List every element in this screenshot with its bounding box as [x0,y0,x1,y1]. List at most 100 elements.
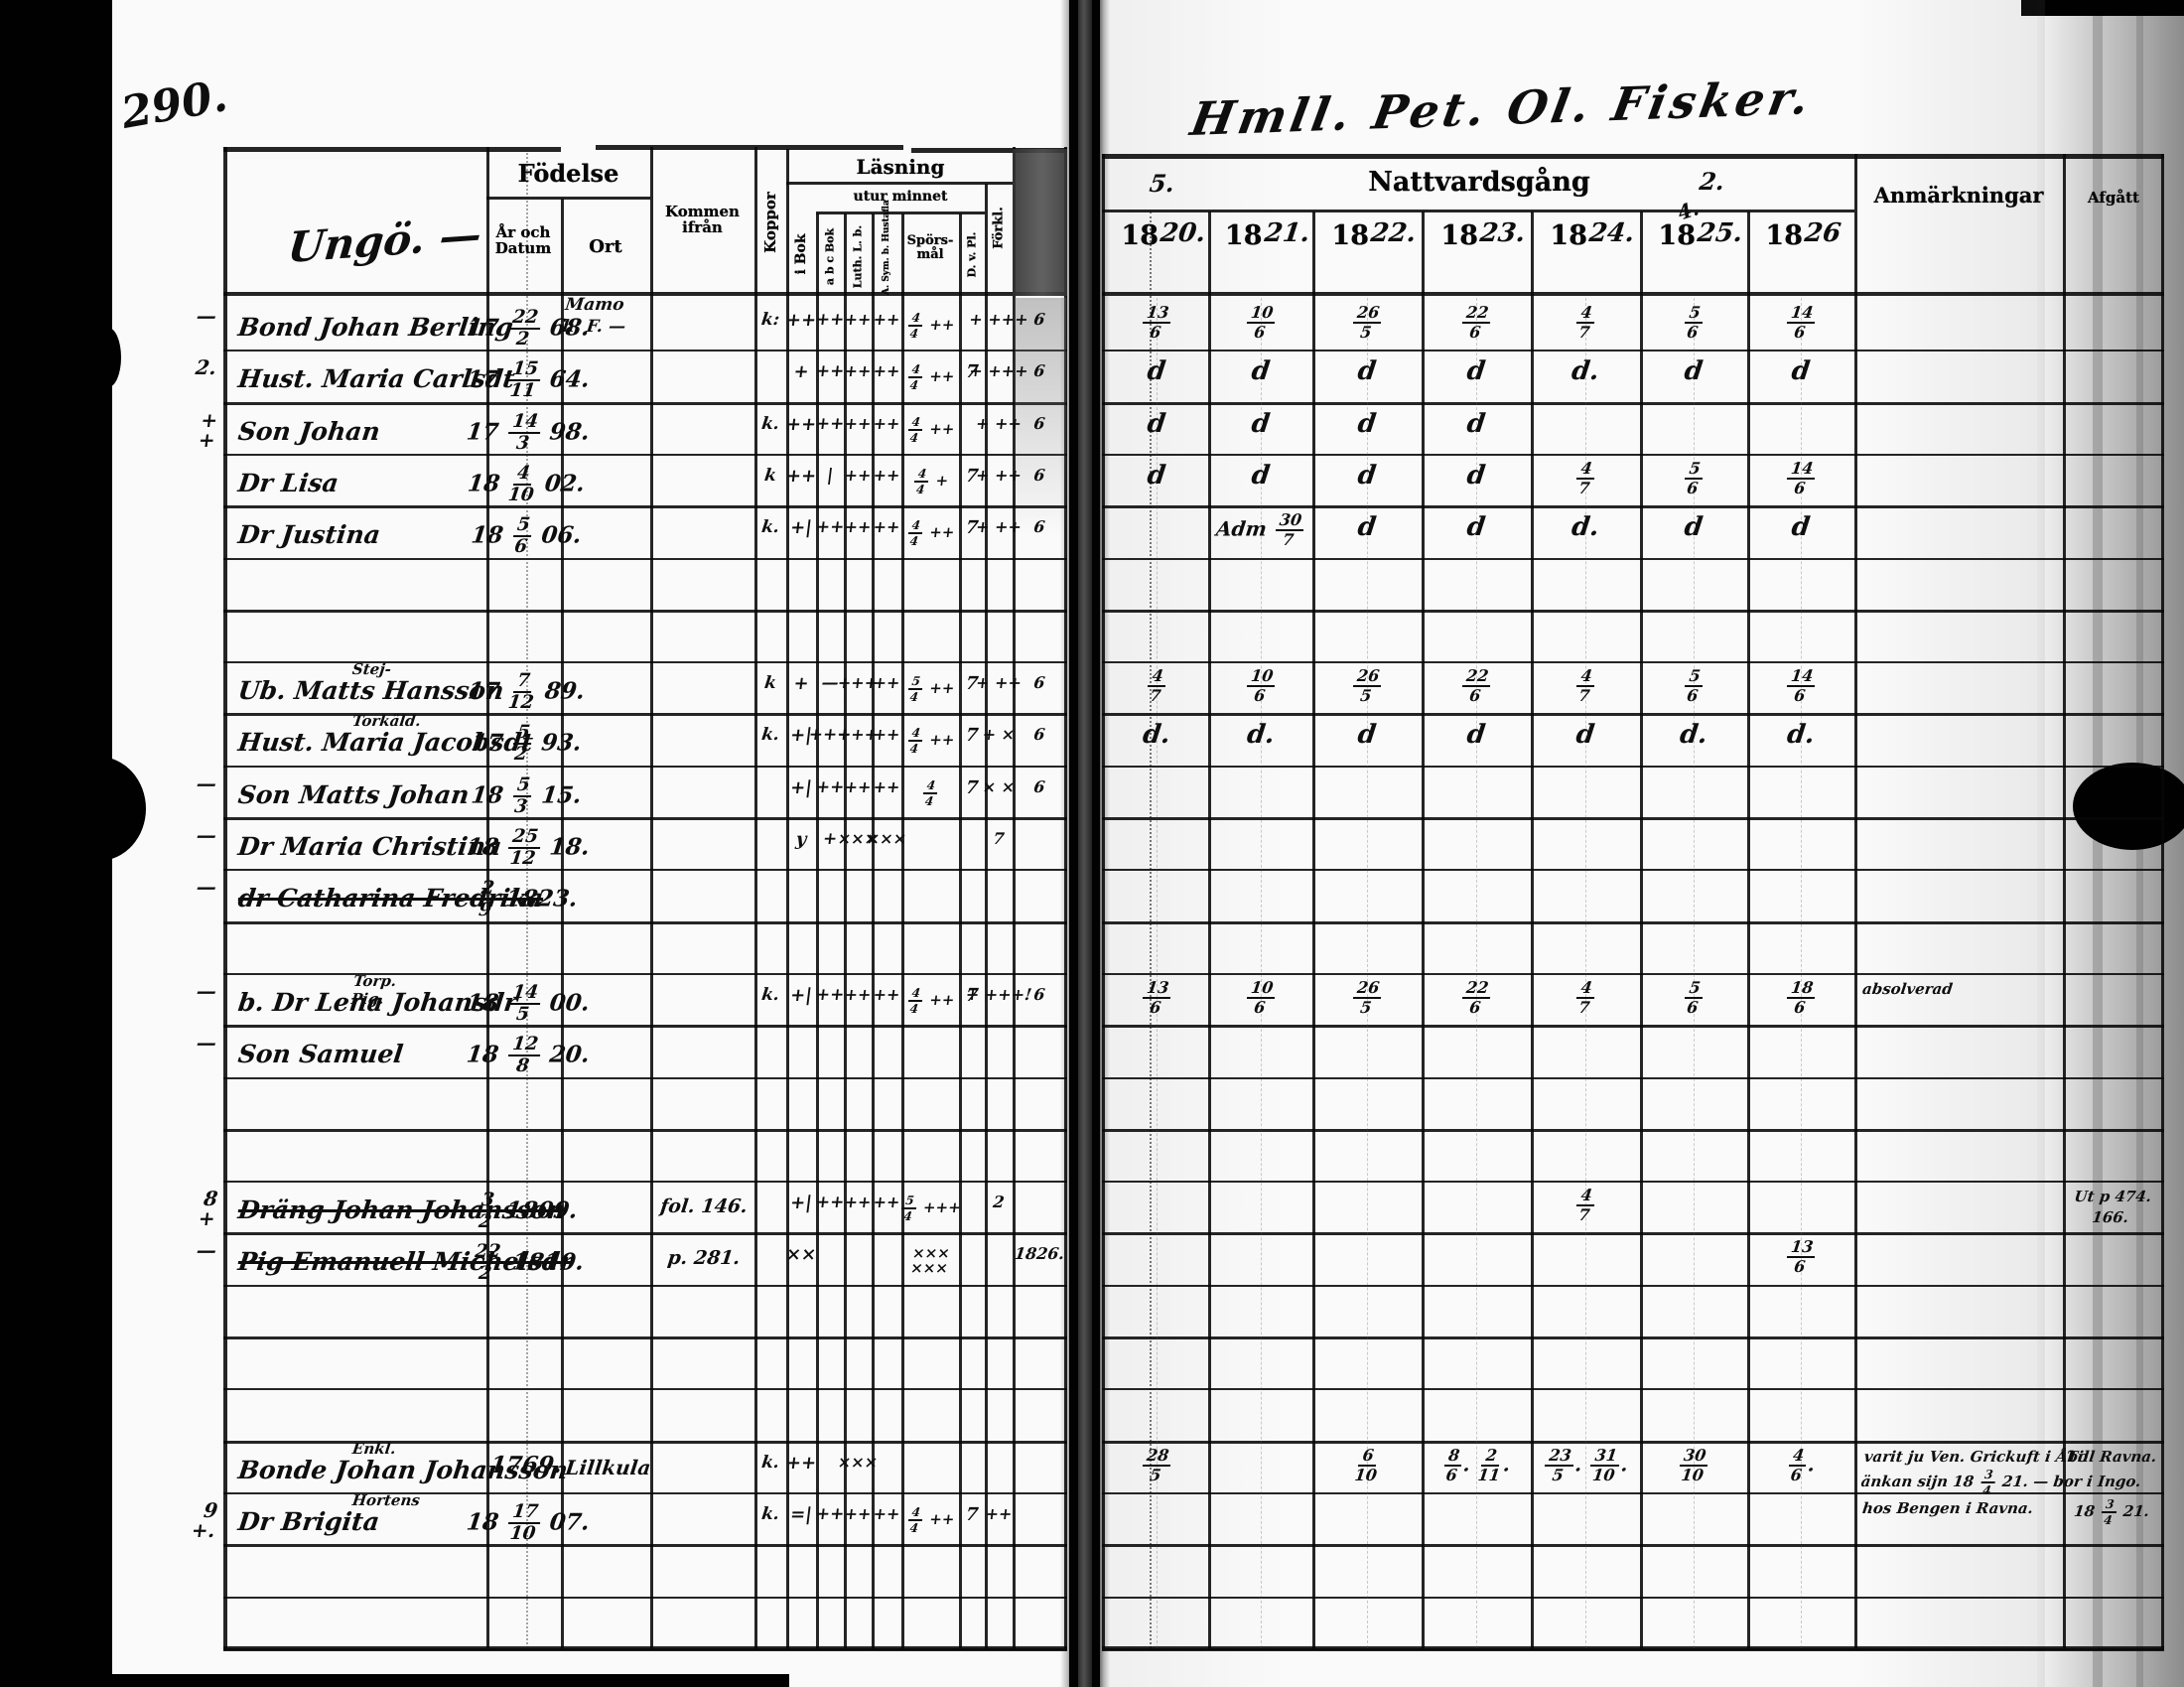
margin-mark: — [195,1031,218,1054]
left-column-line [754,147,757,1648]
birth-date-cell: 17 22 2 68. [465,307,592,351]
communion-date-cell: d. [1570,356,1601,386]
scan-right-streak [2093,0,2103,1687]
communion-date-cell: 13 6 [1747,1237,1854,1276]
year-header-script-suffix: 24. [1587,218,1637,248]
margin-mark: — [195,823,218,847]
left-row-line [223,661,1067,663]
left-column-line [786,149,789,1648]
left-row-line [223,1544,1067,1547]
header-luth-lb: Luth. L. b. [851,224,865,289]
reading-mark-cell: 6 [1032,310,1046,329]
left-row-line [223,1441,1067,1444]
reading-mark-cell: 2 [992,1193,1006,1211]
communion-date-cell: 23 5. 31 10. [1532,1446,1639,1484]
header-koppor: Koppor [761,192,779,253]
right-row-line [1102,973,2164,975]
right-row-line [1102,1648,2164,1651]
left-row-line [223,1129,1067,1132]
communion-date-cell: 30 10 [1640,1446,1747,1484]
right-dotted-line-1820col [1150,211,1152,1648]
left-table-top-border [911,148,1067,153]
reading-mark-cell: ×× [784,1244,818,1265]
person-name: Son Johan [236,417,382,446]
right-year-column-line [1531,211,1534,1648]
communion-date-cell: 26 5 [1313,303,1421,342]
right-row-line [1102,661,2164,663]
right-row-line [1102,1441,2164,1444]
communion-date-cell: d. [1678,720,1709,750]
communion-date-cell: d [1249,356,1272,386]
left-village-heading: Ungö. — [285,209,484,273]
communion-date-cell: 14 6 [1747,303,1854,342]
left-row-line [223,1025,1067,1028]
left-header-fodelse-underline [486,197,650,200]
year-header-printed-18: 18 [1765,220,1803,251]
communion-date-cell: d. [1785,720,1817,750]
communion-date-cell: 26 5 [1313,978,1421,1017]
left-column-line [959,213,962,1648]
year-header-printed-18: 18 [1550,220,1587,251]
scribble-right-of-title: 2. [1698,167,1726,196]
birth-date-cell: 17 7 12 89. [466,670,587,714]
right-table-top-border [1102,154,2164,159]
header-kommen-ifran: Kommen ifrån [665,203,740,237]
communion-date-cell: d [1146,356,1167,386]
right-anm-column-line [1854,154,1857,1648]
header-forkl: Förkl. [991,207,1007,249]
birth-date-cell: 18 17 10 07. [465,1501,592,1545]
reading-mark-cell: ++ [984,1504,1014,1523]
communion-date-cell: d [1146,461,1167,491]
right-row-line [1102,1597,2164,1599]
right-year-column-line [1422,211,1425,1648]
person-name: Dr Maria Christina [236,832,504,861]
person-name: Dr Justina [236,520,382,549]
birth-date-cell: 18 4 10 02. [466,463,587,506]
communion-date-cell: d [1356,356,1378,386]
left-row-line [223,350,1067,351]
left-name-col-dotted-line [526,149,528,1648]
right-row-line [1102,921,2164,924]
year-header-printed-18: 18 [1331,220,1369,251]
scan-top-right-strip [2021,0,2184,16]
right-afgatt-column-line [2063,154,2066,1648]
communion-date-cell: 10 6 [1206,666,1313,705]
header-asym-hustafla: A. Sym. b. Hustafla [882,200,891,295]
person-name: Bonde Johan Johansson [236,1456,570,1484]
header-lasning: Läsning [856,155,945,179]
year-header-script-suffix: 23. [1478,218,1528,248]
scan-left-edge-blob-small [95,328,121,387]
communion-date-cell: 10 6 [1206,303,1313,342]
right-row-line [1102,1544,2164,1547]
book-gutter-shadow [1060,0,1110,1687]
communion-date-cell: d [1356,461,1378,491]
kommen-ifran-cell: p. 281. [666,1247,742,1269]
reading-mark-cell: 6 [1032,414,1046,433]
left-header-lasning-underline [786,182,1013,185]
right-row-line [1102,713,2164,716]
right-row-line [1102,1232,2164,1235]
right-row-line [1102,1336,2164,1339]
communion-date-cell: d [1790,512,1812,542]
communion-date-cell: 26 5 [1313,666,1421,705]
right-row-line [1102,1077,2164,1079]
scribble-left-of-title: 5. [1148,169,1176,198]
left-table-top-border [596,145,903,150]
right-year-column-line [1208,211,1211,1648]
header-afgatt: Afgått [2088,189,2139,207]
page-number: 290. [117,70,231,139]
right-year-col-center-dashes [1801,298,1802,1648]
right-row-line [1102,869,2164,871]
birth-date-cell: 18 25 12 18. [465,826,592,870]
left-table-right-border [1064,147,1067,1648]
left-row-line [223,1077,1067,1079]
person-name: Dr Lisa [236,469,341,497]
left-row-line [223,1181,1067,1183]
